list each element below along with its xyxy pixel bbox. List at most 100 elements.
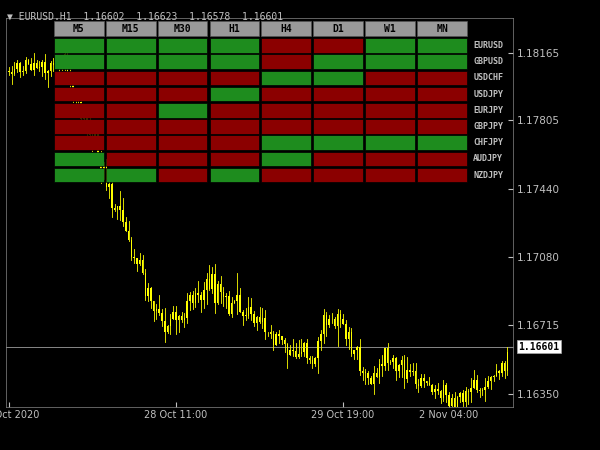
Bar (139, 260, 140, 264)
Bar (348, 332, 349, 339)
Bar (14, 69, 15, 74)
Text: W1: W1 (384, 24, 396, 34)
Bar (367, 373, 369, 378)
Bar (38, 67, 40, 68)
Bar (359, 347, 361, 371)
Bar (314, 358, 316, 364)
Bar (459, 393, 461, 397)
Bar (262, 168, 311, 182)
Bar (417, 71, 467, 85)
Bar (209, 21, 259, 36)
Bar (417, 21, 467, 36)
Bar (306, 343, 308, 358)
Bar (44, 62, 46, 73)
Bar (281, 336, 283, 340)
Bar (387, 348, 388, 363)
Text: M30: M30 (174, 24, 191, 34)
Bar (233, 301, 235, 303)
Bar (431, 385, 433, 392)
Bar (158, 119, 208, 134)
Bar (289, 350, 291, 355)
Text: MN: MN (436, 24, 448, 34)
Bar (353, 350, 355, 355)
Bar (301, 352, 302, 354)
Bar (334, 320, 335, 326)
Bar (192, 295, 193, 303)
Bar (61, 63, 62, 64)
Bar (200, 295, 202, 300)
Bar (54, 21, 104, 36)
Bar (462, 393, 464, 402)
Bar (106, 38, 155, 53)
Bar (278, 333, 280, 336)
Bar (292, 350, 294, 351)
Bar (415, 371, 416, 384)
Bar (256, 317, 257, 323)
Bar (484, 387, 486, 390)
Bar (412, 371, 413, 372)
Bar (365, 71, 415, 85)
Bar (209, 135, 259, 150)
Bar (119, 207, 121, 210)
Bar (67, 54, 68, 74)
Bar (54, 87, 104, 101)
Bar (440, 391, 442, 398)
Bar (428, 383, 430, 385)
Bar (161, 313, 163, 321)
Bar (454, 398, 455, 409)
Bar (145, 273, 146, 297)
Bar (487, 381, 489, 387)
Text: AUDJPY: AUDJPY (473, 154, 503, 163)
Bar (362, 371, 364, 373)
Bar (313, 103, 363, 117)
Bar (16, 63, 18, 69)
Bar (106, 135, 155, 150)
Bar (158, 103, 208, 117)
Bar (340, 314, 341, 319)
Bar (417, 54, 467, 69)
Bar (41, 62, 43, 67)
Bar (506, 352, 508, 371)
Bar (365, 103, 415, 117)
Bar (313, 38, 363, 53)
Text: M15: M15 (122, 24, 139, 34)
Bar (417, 87, 467, 101)
Bar (365, 54, 415, 69)
Bar (214, 274, 216, 303)
Bar (313, 168, 363, 182)
Bar (262, 103, 311, 117)
Bar (262, 38, 311, 53)
Bar (86, 115, 88, 130)
Bar (54, 119, 104, 134)
Bar (406, 370, 408, 379)
Bar (245, 315, 247, 316)
Bar (100, 155, 101, 171)
Bar (465, 391, 466, 402)
Bar (262, 318, 263, 322)
Bar (94, 134, 96, 145)
Bar (228, 297, 230, 314)
Bar (337, 314, 338, 326)
Bar (248, 307, 249, 316)
Bar (313, 119, 363, 134)
Bar (365, 168, 415, 182)
Bar (97, 134, 99, 155)
Bar (203, 290, 205, 300)
Bar (33, 63, 35, 70)
Bar (211, 274, 213, 288)
Bar (236, 295, 238, 301)
Bar (409, 370, 411, 372)
Bar (262, 119, 311, 134)
Bar (311, 360, 313, 364)
Bar (114, 207, 115, 211)
Bar (284, 340, 286, 344)
Bar (342, 320, 344, 324)
Bar (175, 311, 177, 320)
Bar (303, 343, 305, 352)
Bar (295, 351, 296, 357)
Bar (11, 72, 13, 74)
Bar (158, 21, 208, 36)
Text: 1.16601: 1.16601 (518, 342, 560, 352)
Bar (445, 386, 447, 395)
Bar (28, 60, 29, 63)
